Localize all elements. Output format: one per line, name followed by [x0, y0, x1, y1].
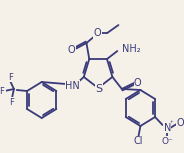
Text: Cl: Cl — [134, 136, 143, 146]
Text: HN: HN — [65, 81, 80, 91]
Text: O: O — [177, 118, 184, 128]
Text: S: S — [95, 84, 103, 94]
Text: F: F — [10, 97, 15, 106]
Text: F: F — [0, 86, 4, 95]
Text: O⁻: O⁻ — [161, 136, 173, 146]
Text: O: O — [94, 28, 102, 38]
Text: O: O — [134, 78, 142, 88]
Text: NH₂: NH₂ — [122, 44, 141, 54]
Text: O: O — [68, 45, 75, 55]
Text: ⁺: ⁺ — [169, 121, 173, 127]
Text: F: F — [8, 73, 13, 82]
Text: N: N — [164, 123, 171, 133]
